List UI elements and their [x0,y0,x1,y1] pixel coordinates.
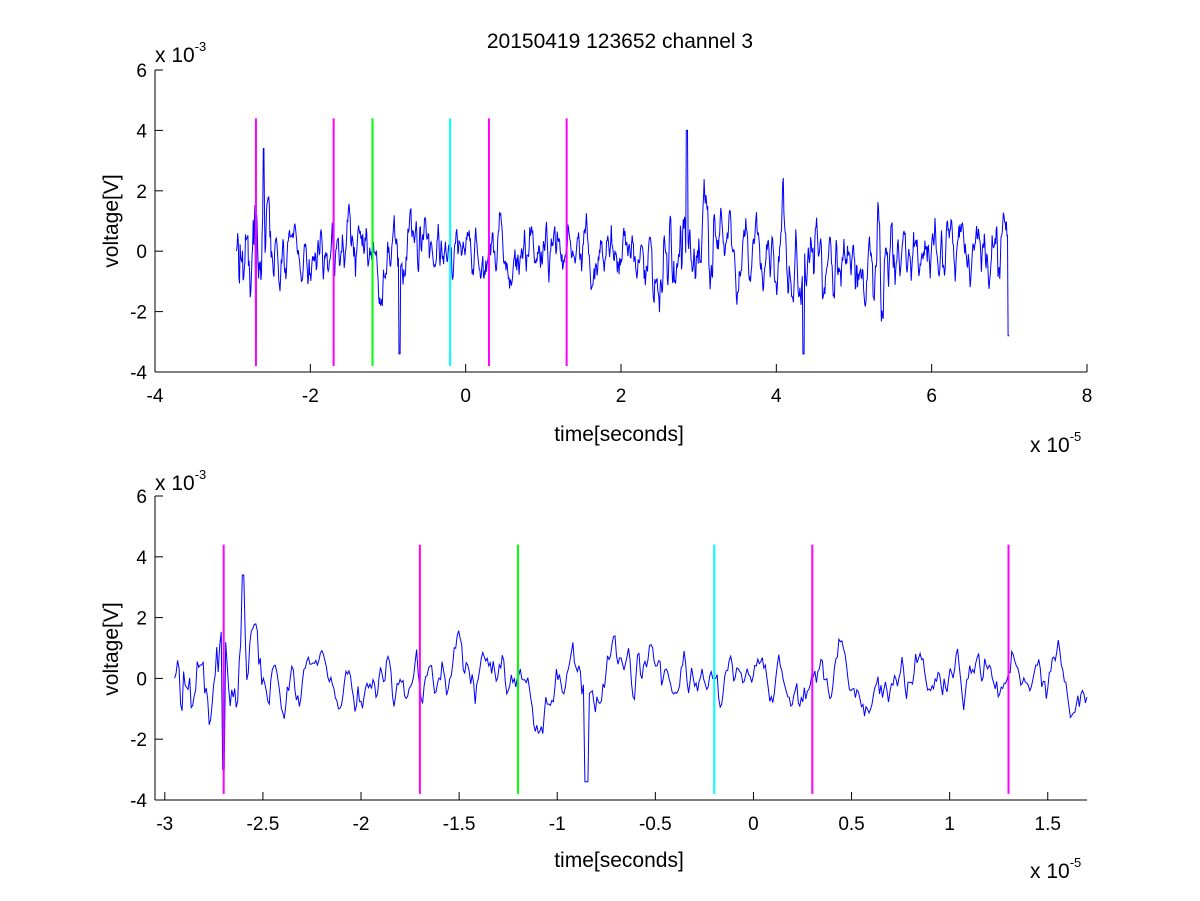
signal-layer [174,574,1088,783]
x-axis-label: time[seconds] [554,423,684,446]
y-tick-label: 6 [136,61,147,82]
y-axis-label: voltage[V] [100,174,123,267]
x-tick-label: 0.5 [838,814,864,835]
y-axis-multiplier: x 10-3 [155,39,206,67]
x-tick-label: -0.5 [639,814,672,835]
signal-line [174,574,1088,783]
y-tick-label: -4 [130,363,147,384]
y-tick-label: 2 [136,182,147,203]
x-tick-label: -1 [549,814,566,835]
x-axis-multiplier: x 10-5 [1030,855,1081,883]
x-tick-label: 2 [616,386,627,407]
y-tick-label: 0 [136,242,147,263]
chart-bottom: -3 -2.5 -2 -1.5 -1 -0.5 0 0.5 1 1.5 -4 -2 0 2 4 6 time[… [100,467,1088,883]
y-axis-multiplier: x 10-3 [155,467,206,495]
signal-layer [236,129,1010,355]
y-tick-label: 4 [136,548,147,569]
x-tick-label: -2.5 [247,814,280,835]
x-tick-label: 8 [1082,386,1093,407]
x-tick-label: 1 [944,814,955,835]
marker-layer [254,118,568,366]
x-tick-label: -1.5 [443,814,476,835]
x-tick-label: 0 [460,386,471,407]
x-tick-label: 4 [771,386,782,407]
y-tick-label: -2 [130,303,147,324]
y-tick-label: 4 [136,121,147,142]
axes-layer: -4 -2 0 2 4 6 8 -4 -2 0 2 4 6 [130,61,1092,407]
x-axis-multiplier: x 10-5 [1030,429,1081,457]
x-axis-label: time[seconds] [554,849,684,872]
x-tick-label: -2 [353,814,370,835]
y-tick-label: -2 [130,730,147,751]
x-tick-label: 6 [926,386,937,407]
y-tick-label: 6 [136,487,147,508]
x-tick-label: 1.5 [1035,814,1061,835]
marker-layer [222,544,1010,794]
x-tick-label: -3 [156,814,173,835]
signal-line [236,129,1010,355]
x-tick-label: 0 [748,814,759,835]
x-tick-label: -4 [147,386,164,407]
y-tick-label: 0 [136,669,147,690]
y-tick-label: 2 [136,609,147,630]
y-axis-label: voltage[V] [100,602,123,695]
figure-title: 20150419 123652 channel 3 [487,30,753,53]
axes-layer: -3 -2.5 -2 -1.5 -1 -0.5 0 0.5 1 1.5 -4 -2 0 2 4 6 [130,487,1087,835]
chart-top: -4 -2 0 2 4 6 8 -4 -2 0 2 4 6 time[seconds] voltage[… [100,39,1092,457]
y-tick-label: -4 [130,791,147,812]
x-tick-label: -2 [302,386,319,407]
